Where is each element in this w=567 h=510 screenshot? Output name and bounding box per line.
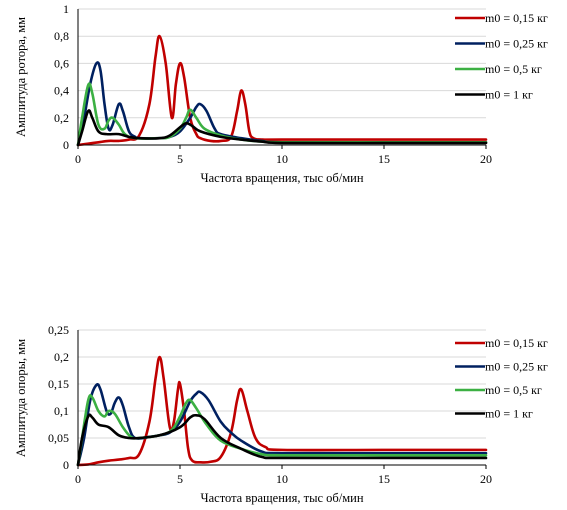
series-line-4 [76, 413, 488, 467]
y-tick-label: 0,8 [54, 29, 69, 43]
y-tick-label: 0,25 [48, 323, 69, 337]
x-axis-title: Частота вращения, тыс об/мин [200, 171, 363, 185]
y-tick-label: 0,4 [54, 84, 69, 98]
legend-label: m0 = 0,15 кг [485, 11, 548, 25]
legend-label: m0 = 1 кг [485, 407, 533, 421]
legend-label: m0 = 0,25 кг [485, 37, 548, 51]
x-axis-title: Частота вращения, тыс об/мин [200, 491, 363, 505]
x-tick-label: 20 [480, 152, 492, 166]
legend-label: m0 = 1 кг [485, 88, 533, 102]
legend-label: m0 = 0,5 кг [485, 62, 542, 76]
y-tick-label: 0 [63, 458, 69, 472]
x-tick-label: 15 [378, 472, 390, 486]
y-tick-label: 0,6 [54, 56, 69, 70]
x-tick-label: 5 [177, 152, 183, 166]
y-axis-title: Амплитуда ротора, мм [14, 17, 28, 137]
y-tick-label: 0,15 [48, 377, 69, 391]
x-tick-label: 15 [378, 152, 390, 166]
y-tick-label: 0,05 [48, 431, 69, 445]
x-tick-label: 0 [75, 152, 81, 166]
y-tick-label: 0 [63, 138, 69, 152]
legend-label: m0 = 0,25 кг [485, 360, 548, 374]
chart-2: 0 5 10 15 20 0 0,05 0,1 0,15 0,2 0,25 Частота враще… [14, 323, 548, 505]
y-tick-label: 0,1 [54, 404, 69, 418]
series-line-4 [76, 109, 488, 147]
x-tick-label: 0 [75, 472, 81, 486]
x-tick-label: 20 [480, 472, 492, 486]
chart-1: 0 5 10 15 20 0 0,2 0,4 0,6 0,8 1 Частота вращения, … [14, 2, 548, 185]
x-tick-label: 10 [276, 152, 288, 166]
y-tick-label: 0,2 [54, 350, 69, 364]
legend-label: m0 = 0,15 кг [485, 336, 548, 350]
series-line-2 [76, 61, 488, 147]
x-tick-label: 5 [177, 472, 183, 486]
y-axis-title: Амплитуда опоры, мм [14, 339, 28, 457]
legend-label: m0 = 0,5 кг [485, 383, 542, 397]
y-tick-label: 1 [63, 2, 69, 16]
y-tick-label: 0,2 [54, 111, 69, 125]
x-tick-label: 10 [276, 472, 288, 486]
series-line-1 [76, 34, 488, 147]
